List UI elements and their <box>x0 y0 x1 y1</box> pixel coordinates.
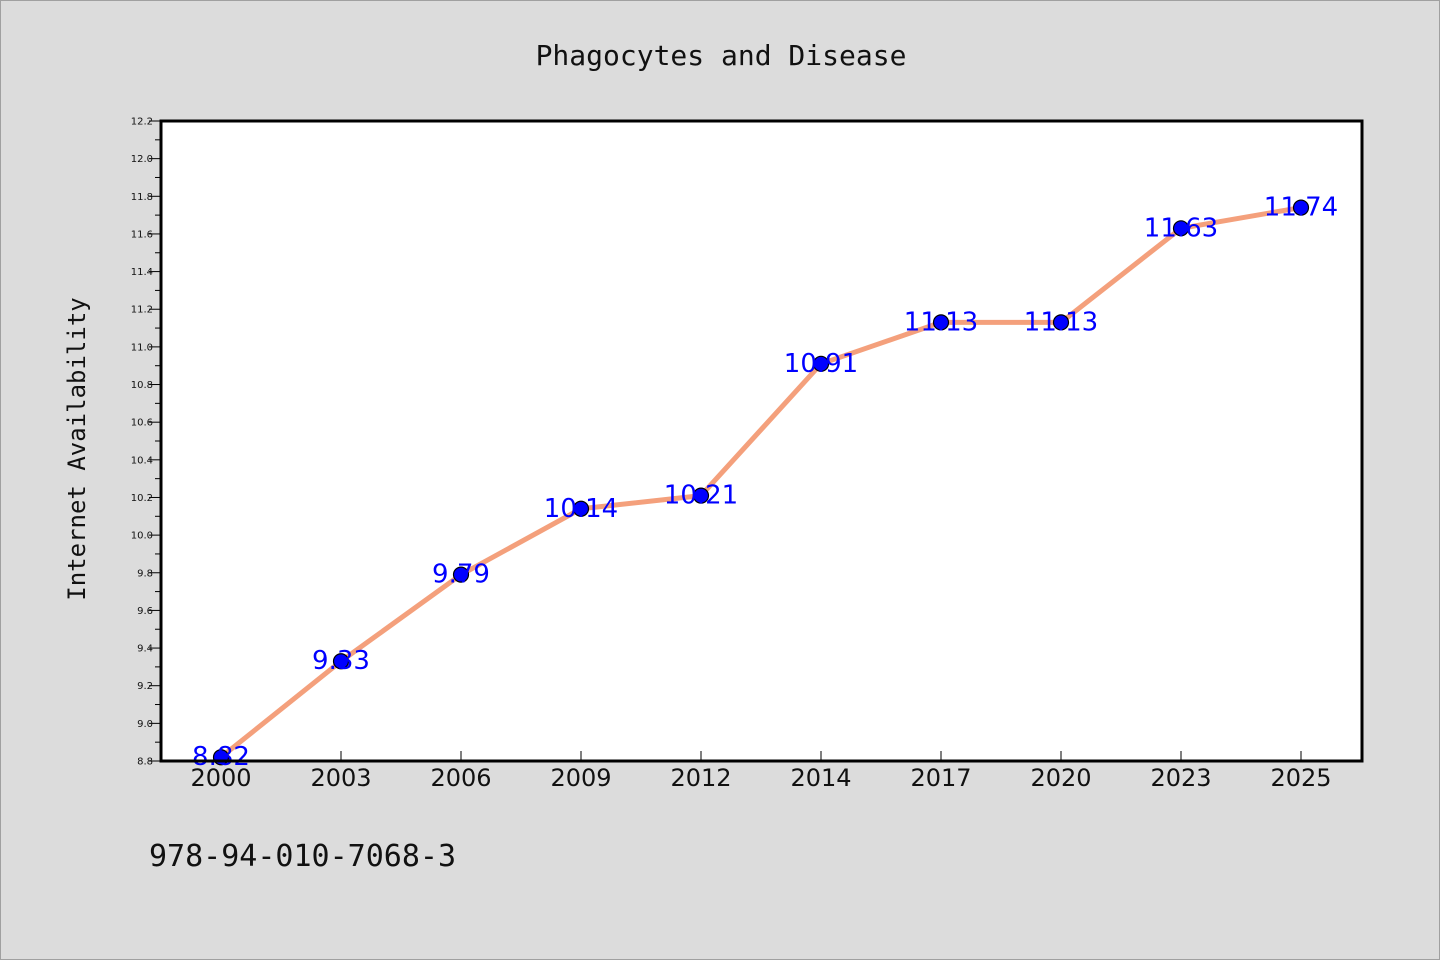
isbn-footer: 978-94-010-7068-3 <box>149 839 456 874</box>
y-tick-label: 11.8 <box>131 192 153 203</box>
series-line <box>218 205 1304 760</box>
x-tick-label: 2025 <box>1270 764 1331 792</box>
data-point <box>1172 220 1190 237</box>
data-label: 8.82 <box>192 742 250 772</box>
data-point <box>1052 314 1070 331</box>
data-label: 11.63 <box>1144 213 1218 243</box>
series-markers <box>212 199 1310 766</box>
y-tick-label: 9.8 <box>137 568 153 579</box>
series-line-layer <box>218 205 1304 760</box>
data-point <box>932 314 950 331</box>
data-labels: 8.82 9.33 9.79 10.14 10.21 10.91 11.13 11.13 11.… <box>192 193 1338 773</box>
x-tick-label: 2009 <box>550 764 611 792</box>
x-tick-label: 2020 <box>1030 764 1091 792</box>
y-tick-label: 11.6 <box>131 229 153 240</box>
y-axis-label: Internet Availability <box>63 297 91 600</box>
data-label: 9.79 <box>432 560 490 590</box>
data-label: 11.74 <box>1264 193 1338 223</box>
y-tick-label: 12.2 <box>131 117 153 128</box>
data-label: 11.13 <box>904 307 978 337</box>
data-point <box>452 566 470 583</box>
y-tick-label: 10.4 <box>131 455 153 466</box>
data-label: 10.21 <box>664 481 738 511</box>
data-point <box>332 653 350 670</box>
x-tick-label: 2023 <box>1150 764 1211 792</box>
x-tick-label: 2003 <box>310 764 371 792</box>
y-tick-label: 10.8 <box>131 380 153 391</box>
plot-area <box>161 121 1362 761</box>
x-tick-label: 2000 <box>190 764 251 792</box>
x-tick-label: 2017 <box>910 764 971 792</box>
y-tick-label: 11.0 <box>131 342 153 353</box>
x-tick-label: 2014 <box>790 764 851 792</box>
data-label: 10.14 <box>544 494 618 524</box>
y-tick-label: 11.2 <box>131 305 153 316</box>
x-tick-label: 2012 <box>670 764 731 792</box>
data-point <box>692 487 710 504</box>
y-tick-label: 9.4 <box>137 644 153 655</box>
data-point <box>572 500 590 517</box>
chart-title: Phagocytes and Disease <box>536 39 907 72</box>
data-label: 10.91 <box>784 349 858 379</box>
y-tick-label: 11.4 <box>131 267 153 278</box>
data-point <box>1292 199 1310 216</box>
y-tick-label: 9.6 <box>137 606 153 617</box>
y-tick-label: 10.2 <box>131 493 153 504</box>
y-tick-label: 12.0 <box>131 154 153 165</box>
plot-frame <box>159 119 1364 763</box>
y-tick-label: 10.6 <box>131 418 153 429</box>
y-tick-label: 10.0 <box>131 531 153 542</box>
y-tick-label: 9.2 <box>137 681 153 692</box>
data-point <box>812 355 830 372</box>
y-tick-label: 9.0 <box>137 719 153 730</box>
axis-ticks: 8.8 9.0 9.2 9.4 9.6 9.8 10.0 10.2 10.4 10.6 10.8 11… <box>131 117 1332 793</box>
y-tick-label: 8.8 <box>137 757 153 768</box>
x-tick-label: 2006 <box>430 764 491 792</box>
data-label: 11.13 <box>1024 307 1098 337</box>
data-label: 9.33 <box>312 646 370 676</box>
